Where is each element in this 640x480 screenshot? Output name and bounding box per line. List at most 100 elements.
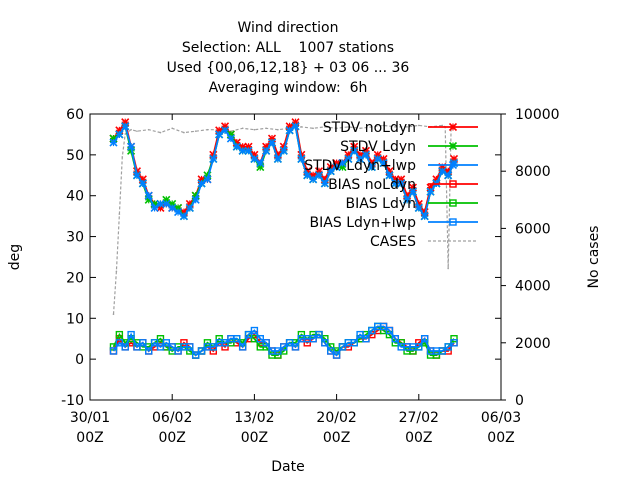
y2-tick-label: 10000 bbox=[515, 107, 560, 123]
x-tick-label-date: 20/02 bbox=[316, 410, 356, 426]
bias-ldyn-lwp-point bbox=[133, 343, 141, 351]
stdv-ldyn-lwp-point bbox=[250, 154, 259, 164]
y-tick-label: 40 bbox=[66, 189, 84, 205]
x-tick-label-hour: 00Z bbox=[241, 430, 268, 446]
stdv-ldyn-lwp-point bbox=[162, 199, 171, 208]
bias-ldyn-point bbox=[115, 330, 124, 339]
legend-stdv-ldyn-label: STDV Ldyn bbox=[340, 139, 416, 155]
stdv-ldyn-lwp-point bbox=[402, 195, 412, 204]
bias-ldyn-series bbox=[109, 322, 458, 359]
stdv-ldyn-lwp-point bbox=[150, 203, 159, 213]
legend-cases: CASES bbox=[370, 234, 478, 250]
stdv-ldyn-lwp-point bbox=[426, 187, 435, 196]
stdv-ldyn-lwp-point bbox=[256, 158, 265, 168]
stdv-ldyn-lwp-point bbox=[174, 207, 183, 217]
cases-point bbox=[324, 126, 326, 128]
y2-tick-label: 2000 bbox=[515, 336, 551, 352]
bias-ldyn-point bbox=[203, 339, 212, 347]
bias-ldyn-lwp-point bbox=[350, 339, 358, 347]
cases-point bbox=[335, 127, 338, 130]
bias-ldyn-lwp-point bbox=[221, 339, 229, 347]
bias-ldyn-point bbox=[450, 335, 458, 343]
cases-point bbox=[277, 128, 279, 131]
bias-ldyn-lwp-point bbox=[238, 343, 247, 351]
stdv-ldyn-lwp-point bbox=[220, 126, 230, 135]
legend: STDV noLdyn STDV Ldyn STDV Ldyn+lwp BIAS no… bbox=[304, 120, 478, 250]
x-axis-label: Date bbox=[271, 459, 304, 475]
stdv-ldyn-lwp-point bbox=[226, 134, 235, 143]
stdv-ldyn-lwp-point bbox=[367, 163, 376, 172]
bias-ldyn-lwp-point bbox=[356, 330, 364, 339]
y2-axis-label: No cases bbox=[586, 226, 602, 289]
stdv-ldyn-lwp-point bbox=[232, 142, 241, 151]
stdv-ldyn-lwp-point bbox=[332, 163, 341, 172]
bias-ldyn-line bbox=[112, 325, 455, 357]
x-tick-label-date: 06/02 bbox=[152, 410, 192, 426]
bias-ldyn-lwp-point bbox=[186, 343, 194, 351]
stdv-ldyn-lwp-point bbox=[444, 171, 453, 180]
bias-ldyn-lwp-point bbox=[327, 347, 335, 355]
cases-point bbox=[171, 127, 173, 130]
bias-ldyn-lwp-point bbox=[127, 330, 135, 339]
y-tick-label: 60 bbox=[66, 107, 84, 123]
x-tick-label-date: 27/02 bbox=[399, 410, 439, 426]
cases-point bbox=[183, 131, 185, 134]
stdv-ldyn-lwp-point bbox=[350, 146, 359, 155]
bias-ldyn-point bbox=[432, 351, 441, 359]
bias-ldyn-lwp-point bbox=[174, 347, 182, 355]
bias-ldyn-lwp-point bbox=[209, 343, 218, 351]
cases-point bbox=[136, 130, 138, 132]
title-line-4: Averaging window: 6h bbox=[209, 80, 368, 96]
bias-ldyn-lwp-point bbox=[168, 343, 176, 351]
stdv-ldyn-lwp-point bbox=[297, 154, 306, 164]
title-line-1: Wind direction bbox=[238, 20, 339, 36]
bias-ldyn-lwp-point bbox=[321, 339, 329, 347]
cases-point bbox=[382, 124, 385, 127]
bias-ldyn-lwp-point bbox=[262, 339, 270, 347]
title-line-3: Used {00,06,12,18} + 03 06 ... 36 bbox=[167, 60, 410, 76]
stdv-ldyn-lwp-point bbox=[279, 146, 288, 155]
bias-ldyn-lwp-point bbox=[368, 326, 376, 335]
stdv-ldyn-lwp-point bbox=[109, 138, 118, 147]
stdv-ldyn-lwp-point bbox=[326, 167, 335, 176]
x-tick-label-hour: 00Z bbox=[76, 430, 103, 446]
y-tick-label: 0 bbox=[75, 352, 84, 368]
bias-noldyn-point bbox=[180, 339, 188, 347]
bias-ldyn-lwp-point bbox=[156, 343, 165, 351]
stdv-ldyn-lwp-point bbox=[156, 199, 165, 208]
stdv-ldyn-lwp-point bbox=[273, 154, 282, 164]
stdv-ldyn-lwp-point bbox=[314, 171, 324, 180]
legend-stdv-noldyn-marker bbox=[448, 122, 458, 132]
cases-point bbox=[359, 127, 361, 130]
stdv-ldyn-lwp-point bbox=[344, 154, 353, 164]
y2-tick-label: 0 bbox=[515, 393, 524, 409]
stdv-ldyn-lwp-point bbox=[115, 130, 124, 139]
bias-ldyn-lwp-point bbox=[139, 339, 147, 347]
x-tick-label-hour: 00Z bbox=[323, 430, 350, 446]
legend-bias-ldyn: BIAS Ldyn bbox=[346, 196, 478, 212]
stdv-ldyn-lwp-point bbox=[203, 175, 212, 184]
stdv-ldyn-lwp-point bbox=[262, 146, 271, 155]
bias-ldyn-lwp-point bbox=[162, 339, 171, 347]
cases-point bbox=[241, 127, 244, 130]
stdv-ldyn-lwp-series bbox=[109, 122, 459, 221]
legend-stdv-ldyn-lwp-label: STDV Ldyn+lwp bbox=[304, 158, 416, 174]
bias-ldyn-lwp-point bbox=[285, 339, 294, 347]
cases-point bbox=[418, 124, 420, 127]
bias-ldyn-lwp-point bbox=[420, 335, 429, 343]
bias-ldyn-point bbox=[156, 335, 165, 343]
bias-ldyn-lwp-point bbox=[315, 330, 323, 339]
stdv-ldyn-lwp-point bbox=[267, 138, 277, 147]
bias-ldyn-lwp-point bbox=[415, 343, 423, 351]
bias-ldyn-point bbox=[297, 330, 306, 339]
bias-ldyn-lwp-series bbox=[109, 322, 458, 359]
stdv-ldyn-lwp-point bbox=[309, 175, 318, 184]
x-tick-label-date: 13/02 bbox=[234, 410, 274, 426]
cases-point bbox=[265, 127, 267, 130]
x-tick-label-date: 06/03 bbox=[481, 410, 521, 426]
bias-ldyn-point bbox=[215, 335, 223, 343]
stdv-ldyn-lwp-point bbox=[438, 167, 447, 176]
stdv-ldyn-lwp-point bbox=[356, 154, 365, 164]
legend-bias-noldyn-label: BIAS noLdyn bbox=[328, 177, 416, 193]
